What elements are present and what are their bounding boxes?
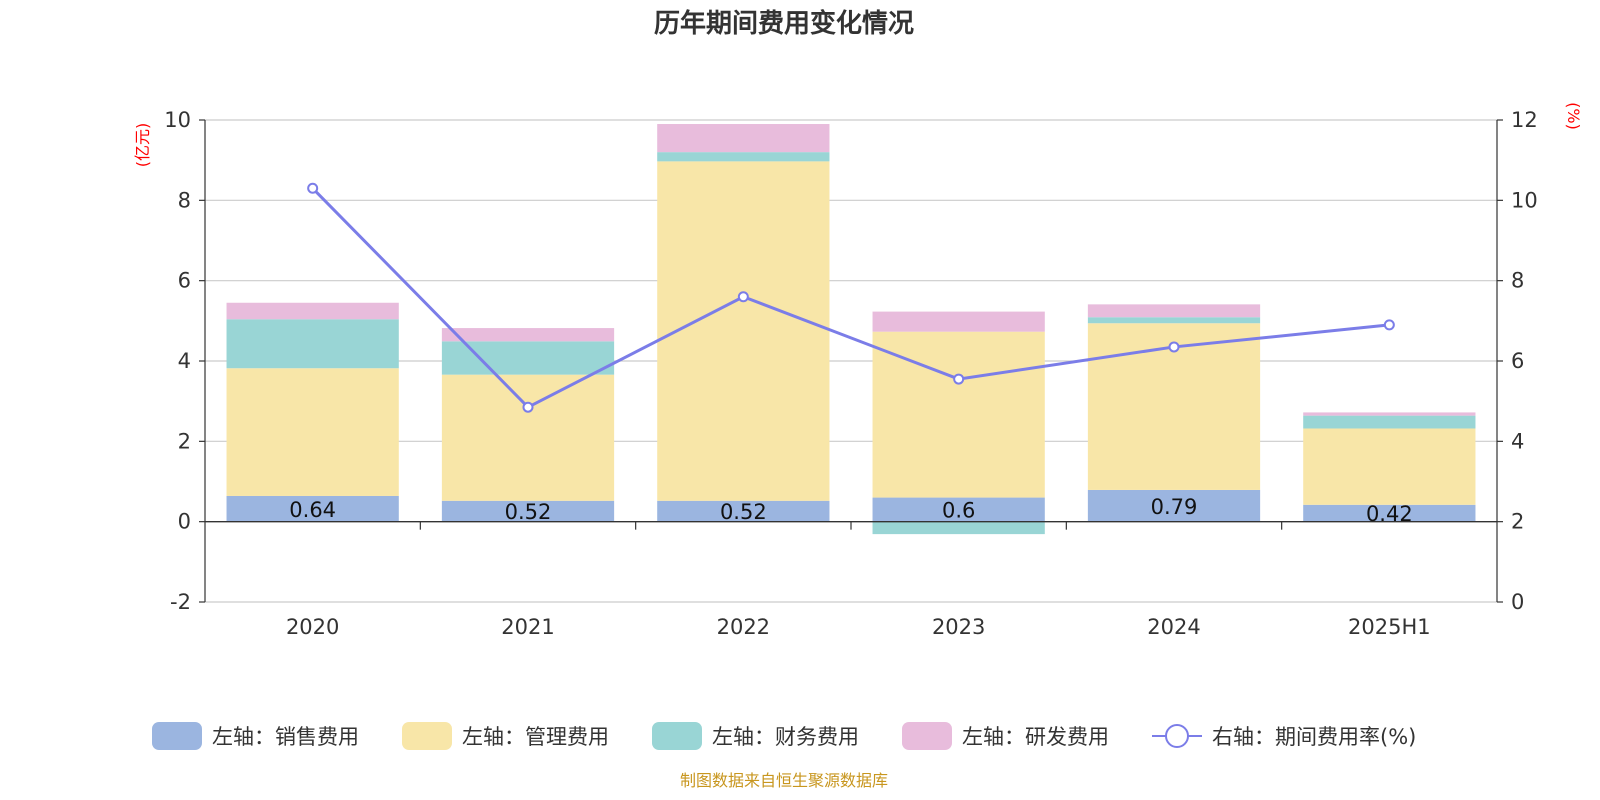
right-tick-label: 0 <box>1511 590 1524 614</box>
data-label: 0.52 <box>505 500 552 524</box>
rate-line-series <box>307 182 1395 413</box>
data-label: 0.52 <box>720 500 767 524</box>
bar-2024-s0 <box>1087 489 1261 522</box>
bar-2020-s0 <box>226 495 399 522</box>
legend-label-2: 左轴：财务费用 <box>712 725 859 749</box>
source-note: 制图数据来自恒生聚源数据库 <box>680 771 888 790</box>
left-axis-unit: (亿元) <box>133 123 152 168</box>
rate-point-2022 <box>737 291 749 303</box>
right-tick-label: 6 <box>1511 349 1524 373</box>
rate-point-2023 <box>953 373 965 385</box>
bar-2021-s3 <box>441 328 615 342</box>
left-tick-label: 6 <box>178 269 191 293</box>
rate-line <box>311 187 1390 410</box>
left-tick-label: 4 <box>178 349 191 373</box>
bar-2024-s3 <box>1087 304 1261 318</box>
legend-label-4: 右轴：期间费用率(%) <box>1212 725 1416 749</box>
rate-point-2024 <box>1168 341 1180 353</box>
x-tick-label: 2024 <box>1147 615 1200 639</box>
bar-2020-s3 <box>226 302 399 320</box>
bar-2023-s1 <box>872 331 1045 498</box>
data-label: 0.64 <box>289 498 336 522</box>
rate-point-2025H1 <box>1383 319 1395 331</box>
bar-2025H1-s0 <box>1303 504 1476 522</box>
left-tick-label: 8 <box>178 188 191 212</box>
left-tick-label: 0 <box>178 510 191 534</box>
bar-2022-s2 <box>657 152 830 162</box>
chart-title: 历年期间费用变化情况 <box>654 8 914 39</box>
data-label: 0.6 <box>942 499 975 523</box>
legend-swatch-2 <box>652 722 702 750</box>
data-label: 0.79 <box>1151 495 1198 519</box>
right-axis-unit: (%) <box>1564 102 1583 130</box>
rate-point-2020 <box>307 182 319 194</box>
left-tick-label: 2 <box>178 429 191 453</box>
left-tick-label: -2 <box>170 590 191 614</box>
bar-2022-s0 <box>657 500 830 522</box>
right-tick-label: 2 <box>1511 510 1524 534</box>
bar-2020-s1 <box>226 368 399 496</box>
legend-label-3: 左轴：研发费用 <box>962 725 1109 749</box>
bar-2022-s3 <box>657 124 830 153</box>
legend-label-0: 左轴：销售费用 <box>212 725 359 749</box>
x-tick-label: 2022 <box>717 615 770 639</box>
legend-swatch-0 <box>152 722 202 750</box>
bar-2025H1-s3 <box>1303 412 1476 416</box>
bar-2022-s1 <box>657 161 830 501</box>
rate-point-2021 <box>522 401 534 413</box>
x-tick-label: 2025H1 <box>1348 615 1431 639</box>
bar-2023-s3 <box>872 311 1045 332</box>
bar-2024-s2 <box>1087 317 1261 324</box>
gridlines <box>205 119 1497 603</box>
bar-2021-s0 <box>441 500 615 522</box>
axes: -2 0 2 4 6 8 10 0 2 4 6 8 10 12 2020 2021 2022 2023 2024 20… <box>164 108 1537 639</box>
bar-2025H1-s1 <box>1303 428 1476 505</box>
legend-marker-icon <box>1165 724 1189 748</box>
bar-2023-s0 <box>872 497 1045 522</box>
legend-swatch-3 <box>902 722 952 750</box>
legend-swatch-1 <box>402 722 452 750</box>
bar-2020-s2 <box>226 319 399 369</box>
bar-2025H1-s2 <box>1303 415 1476 429</box>
right-tick-label: 4 <box>1511 429 1524 453</box>
bar-2023-s2 <box>872 521 1045 535</box>
right-tick-label: 8 <box>1511 269 1524 293</box>
legend: 左轴：销售费用 左轴：管理费用 左轴：财务费用 左轴：研发费用 右轴：期间费用率(%) <box>152 722 1416 750</box>
x-tick-label: 2020 <box>286 615 339 639</box>
bar-2021-s1 <box>441 374 615 501</box>
bar-series <box>226 124 1476 535</box>
x-tick-label: 2021 <box>501 615 554 639</box>
left-tick-label: 10 <box>164 108 191 132</box>
data-label: 0.42 <box>1366 502 1413 526</box>
x-tick-label: 2023 <box>932 615 985 639</box>
data-labels: 0.64 0.52 0.52 0.6 0.79 0.42 <box>289 495 1412 526</box>
legend-label-1: 左轴：管理费用 <box>462 725 609 749</box>
right-tick-label: 12 <box>1511 108 1538 132</box>
right-tick-label: 10 <box>1511 188 1538 212</box>
